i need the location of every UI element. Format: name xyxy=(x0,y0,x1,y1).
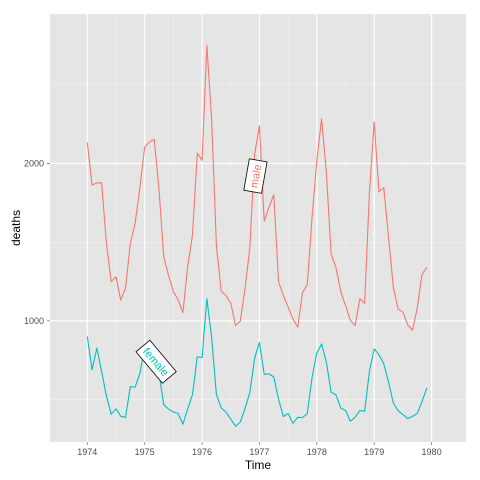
x-tick-label: 1977 xyxy=(249,447,269,457)
series-label-box xyxy=(135,339,177,384)
series-label-female: female xyxy=(135,339,177,384)
series-label-box xyxy=(243,158,268,194)
y-tick-label: 1000 xyxy=(24,316,44,326)
x-tick-label: 1980 xyxy=(422,447,442,457)
y-axis-title: deaths xyxy=(9,210,23,246)
x-tick-label: 1974 xyxy=(77,447,97,457)
series-labels: male female xyxy=(135,158,268,384)
series-line-male xyxy=(86,44,428,331)
y-tick-label: 2000 xyxy=(24,158,44,168)
minor-gridlines xyxy=(50,14,466,442)
x-axis-title: Time xyxy=(245,458,272,472)
x-tick-label: 1975 xyxy=(135,447,155,457)
x-tick-label: 1976 xyxy=(192,447,212,457)
x-axis: 1974 1975 1976 1977 1978 1979 1980 xyxy=(77,442,442,457)
y-axis: 1000 2000 xyxy=(24,158,50,326)
plot-panel xyxy=(50,14,466,442)
x-tick-label: 1978 xyxy=(307,447,327,457)
x-tick-label: 1979 xyxy=(364,447,384,457)
series-label-male: male xyxy=(243,158,268,194)
series-label-text: male xyxy=(248,163,264,189)
